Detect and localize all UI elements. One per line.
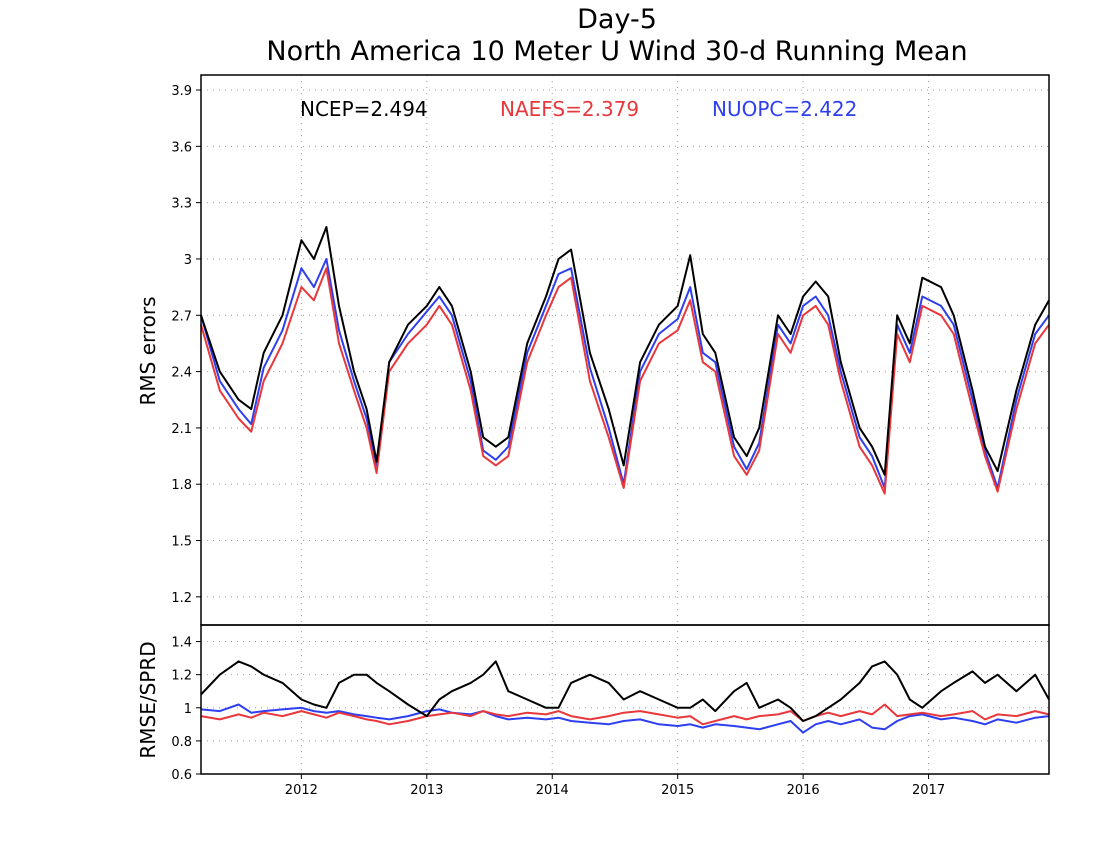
upper-series-lines [200,226,1050,495]
upper-y-tick-label: 3.6 [171,140,192,155]
upper-y-tick-label: 1.5 [171,535,192,550]
x-tick-label: 2017 [912,783,945,798]
upper-series-ncep-line [200,226,1050,476]
upper-y-tick-label: 1.8 [171,478,192,493]
lower-y-tick-label: 1 [184,702,192,717]
upper-y-tick-label: 1.2 [171,591,192,606]
x-tick-label: 2016 [787,783,820,798]
legend-ncep: NCEP=2.494 [300,97,428,121]
x-ticks: 2012 2013 2014 2015 2016 2017 [285,774,945,798]
x-tick-label: 2015 [661,783,694,798]
upper-y-axis-label: RMS errors [136,296,160,405]
upper-y-tick-label: 2.1 [171,422,192,437]
lower-series-naefs-line [200,703,1050,726]
lower-y-tick-label: 0.8 [171,735,192,750]
upper-y-tick-label: 2.4 [171,366,192,381]
lower-y-axis-label: RMSE/SPRD [136,641,160,758]
upper-y-ticks: 1.2 1.5 1.8 2.1 2.4 2.7 3 3.3 3.6 3.9 [171,84,201,606]
lower-y-ticks: 0.6 0.8 1 1.2 1.4 [171,636,201,783]
upper-y-tick-label: 2.7 [171,309,192,324]
chart-title-line1: Day-5 [577,4,657,35]
legend: NCEP=2.494 NAEFS=2.379 NUOPC=2.422 [300,97,857,121]
upper-series-naefs-line [200,267,1050,495]
x-tick-label: 2012 [285,783,318,798]
x-tick-label: 2013 [410,783,443,798]
lower-series-ncep-line [200,660,1050,722]
x-tick-label: 2014 [536,783,569,798]
lower-series-nuopc-line [200,703,1050,734]
upper-panel: 1.21.51.82.12.42.733.33.63.9 RMS errors … [136,74,1050,626]
chart-title-line2: North America 10 Meter U Wind 30-d Runni… [266,36,967,67]
lower-series-lines [200,660,1050,734]
upper-y-tick-label: 3.3 [171,197,192,212]
lower-y-tick-label: 1.4 [171,636,192,651]
upper-plot-frame [200,74,1050,626]
upper-grid [201,75,1049,625]
lower-panel: 0.6 0.8 1 1.2 1.4 2012 2013 2014 2015 2016 2017 R… [136,624,1050,798]
upper-y-tick-label: 3 [184,253,192,268]
legend-naefs: NAEFS=2.379 [500,97,639,121]
upper-y-tick-label: 3.9 [171,84,192,99]
lower-y-tick-label: 0.6 [171,768,192,783]
lower-grid [201,625,1049,775]
legend-nuopc: NUOPC=2.422 [712,97,857,121]
lower-y-tick-label: 1.2 [171,669,192,684]
lower-plot-frame [200,624,1050,775]
